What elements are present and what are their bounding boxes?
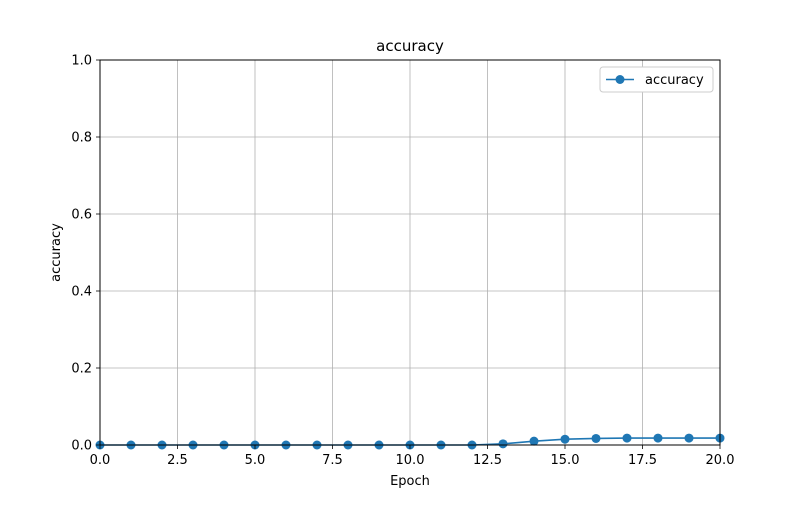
data-point [622,433,632,443]
x-tick-label: 7.5 [322,453,343,468]
y-axis-ticks: 0.0 0.2 0.4 0.6 0.8 1.0 [71,54,100,454]
legend-marker [615,75,625,84]
legend-label: accuracy [645,73,704,88]
legend-box [599,66,714,93]
data-point [560,434,570,444]
x-axis-ticks: 0.0 2.5 5.0 7.5 10.0 12.5 15.0 17.5 20.0 [90,445,735,468]
chart-title: accuracy [376,37,444,55]
x-tick-label: 20.0 [706,453,735,468]
x-axis-label: Epoch [390,474,430,489]
y-tick-label: 0.4 [71,285,92,300]
y-tick-label: 0.2 [71,362,92,377]
data-point [498,439,508,449]
y-tick-label: 1.0 [71,54,92,69]
y-tick-label: 0.0 [71,439,92,454]
x-tick-label: 12.5 [473,453,502,468]
x-tick-label: 2.5 [167,453,188,468]
y-tick-label: 0.8 [71,131,92,146]
data-point [529,436,539,446]
x-tick-label: 15.0 [551,453,580,468]
y-tick-label: 0.6 [71,208,92,223]
legend: accuracy [599,66,714,93]
x-tick-label: 10.0 [396,453,425,468]
data-point [591,433,601,443]
x-tick-label: 5.0 [245,453,266,468]
y-axis-label: accuracy [49,223,64,282]
data-point [684,433,694,443]
data-point [653,433,663,443]
x-tick-label: 0.0 [90,453,111,468]
x-tick-label: 17.5 [628,453,657,468]
